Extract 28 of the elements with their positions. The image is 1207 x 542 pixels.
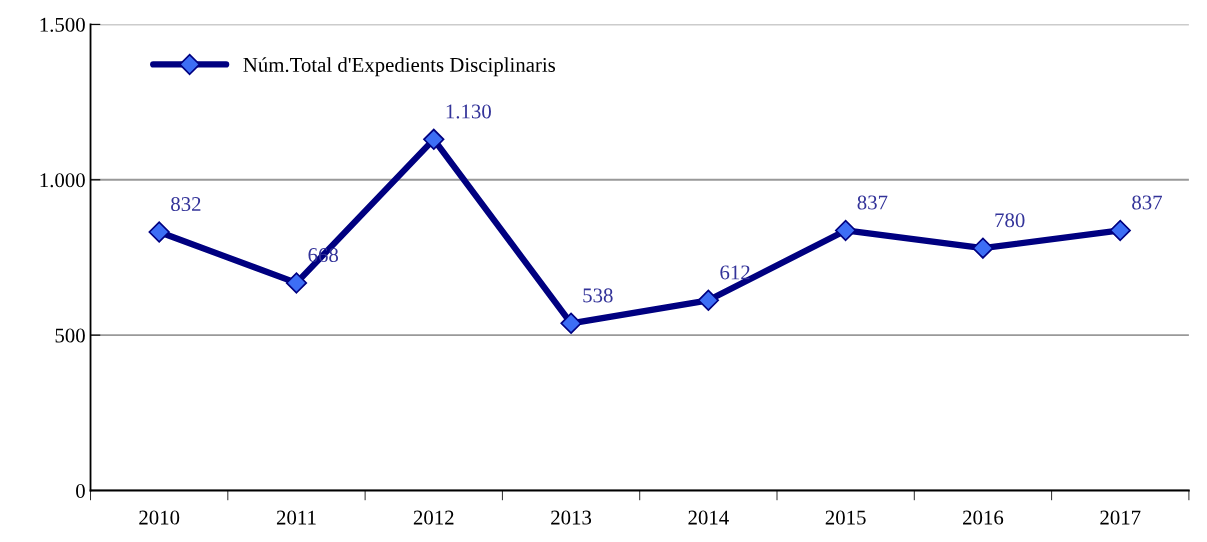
x-tick-label: 2015: [825, 510, 866, 525]
data-label: 538: [583, 288, 613, 303]
x-tick-label: 2010: [139, 510, 180, 525]
data-label: 1.130: [446, 104, 491, 119]
point: [560, 312, 582, 334]
x-tick-label: 2011: [276, 510, 316, 525]
data-label: 837: [857, 195, 888, 210]
point: [972, 237, 994, 259]
y-tick-label: 0: [76, 483, 85, 498]
x-tick-label: 2016: [963, 510, 1004, 525]
point: [834, 219, 857, 242]
x-tick-label: 2014: [688, 510, 729, 525]
y-tick-label: 1.500: [40, 17, 85, 32]
point: [697, 289, 720, 311]
x-tick-label: 2017: [1100, 510, 1141, 525]
data-label: 612: [720, 265, 750, 280]
y-tick-label: 1.000: [40, 173, 85, 188]
y-tick-label: 500: [55, 328, 85, 343]
x-tick-label: 2012: [413, 510, 454, 525]
x-tick-label: 2013: [551, 510, 592, 525]
data-label: 837: [1132, 195, 1163, 210]
point: [1109, 219, 1131, 242]
point: [148, 221, 170, 243]
point: [423, 128, 445, 151]
point: [285, 272, 308, 294]
data-label: 780: [995, 213, 1025, 228]
legend-label: Núm.Total d'Expedients Disciplinaris: [243, 57, 556, 77]
data-label: 832: [171, 197, 201, 212]
